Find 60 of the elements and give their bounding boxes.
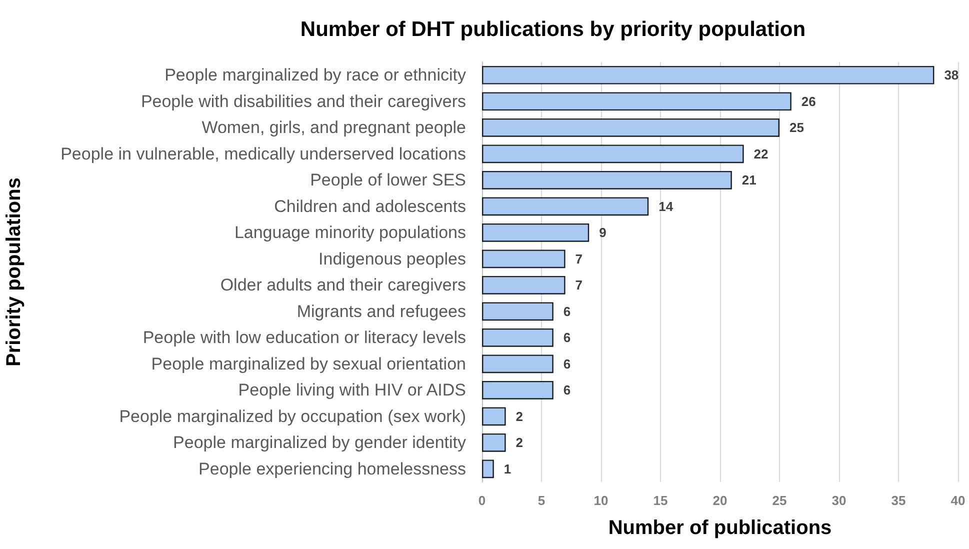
data-label: 7 <box>575 251 583 266</box>
y-tick-label: People living with HIV or AIDS <box>238 380 466 400</box>
data-label: 2 <box>516 408 524 424</box>
x-axis-title: Number of publications <box>608 517 832 539</box>
y-tick-label: People of lower SES <box>310 170 466 190</box>
data-label: 14 <box>658 198 674 214</box>
data-label: 38 <box>944 68 959 83</box>
y-tick-label: Migrants and refugees <box>296 302 466 321</box>
y-tick-label: Children and adolescents <box>274 196 466 216</box>
data-label: 2 <box>516 435 524 450</box>
bar <box>482 302 554 321</box>
x-tick-label: 20 <box>712 493 728 508</box>
bar <box>482 92 792 111</box>
y-axis-title: Priority populations <box>3 178 25 366</box>
y-tick-label: People with low education or literacy levels <box>142 328 466 348</box>
y-tick-label: Language minority populations <box>234 223 466 242</box>
bar <box>482 328 554 347</box>
x-tick-label: 10 <box>594 493 608 508</box>
x-tick-label: 15 <box>653 493 668 508</box>
y-tick-label: Older adults and their caregivers <box>220 276 466 295</box>
bar <box>482 380 554 400</box>
data-label: 1 <box>504 461 512 476</box>
data-label: 6 <box>563 304 571 319</box>
y-tick-label: People with disabilities and their caregivers <box>140 92 466 111</box>
y-tick-label: People marginalized by race or ethnicity <box>164 66 466 85</box>
data-label: 21 <box>742 172 756 188</box>
bar <box>482 250 566 268</box>
data-label: 6 <box>563 382 571 398</box>
y-tick-label: People marginalized by sexual orientation <box>151 354 466 374</box>
data-label: 9 <box>599 225 606 240</box>
data-label: 22 <box>754 146 768 162</box>
data-label: 25 <box>790 120 804 136</box>
bar <box>482 223 590 242</box>
bar <box>482 276 566 294</box>
x-tick-label: 30 <box>832 493 846 508</box>
x-tick-label: 0 <box>478 493 486 508</box>
x-tick-label: 35 <box>891 493 906 508</box>
x-tick-label: 5 <box>538 493 546 508</box>
bar <box>482 407 506 426</box>
bar <box>482 170 732 190</box>
data-label: 7 <box>575 278 583 293</box>
bar <box>482 144 744 164</box>
bar <box>482 354 554 374</box>
data-label: 6 <box>563 356 571 372</box>
data-label: 6 <box>563 330 571 346</box>
y-tick-label: People marginalized by gender identity <box>173 433 466 452</box>
x-tick-label: 40 <box>950 493 966 508</box>
y-tick-label: Women, girls, and pregnant people <box>202 118 466 138</box>
bar <box>482 118 780 137</box>
y-tick-label: Indigenous peoples <box>318 249 466 268</box>
data-label: 26 <box>801 94 816 109</box>
x-tick-label: 25 <box>772 493 787 508</box>
bar <box>482 66 934 84</box>
bar <box>482 433 506 452</box>
y-tick-label: People marginalized by occupation (sex work) <box>119 406 466 426</box>
bar <box>482 460 494 478</box>
bar <box>482 197 649 216</box>
y-tick-label: People experiencing homelessness <box>198 459 466 478</box>
chart-title: Number of DHT publications by priority population <box>300 18 806 41</box>
y-tick-label: People in vulnerable, medically underserved locations <box>60 144 466 164</box>
